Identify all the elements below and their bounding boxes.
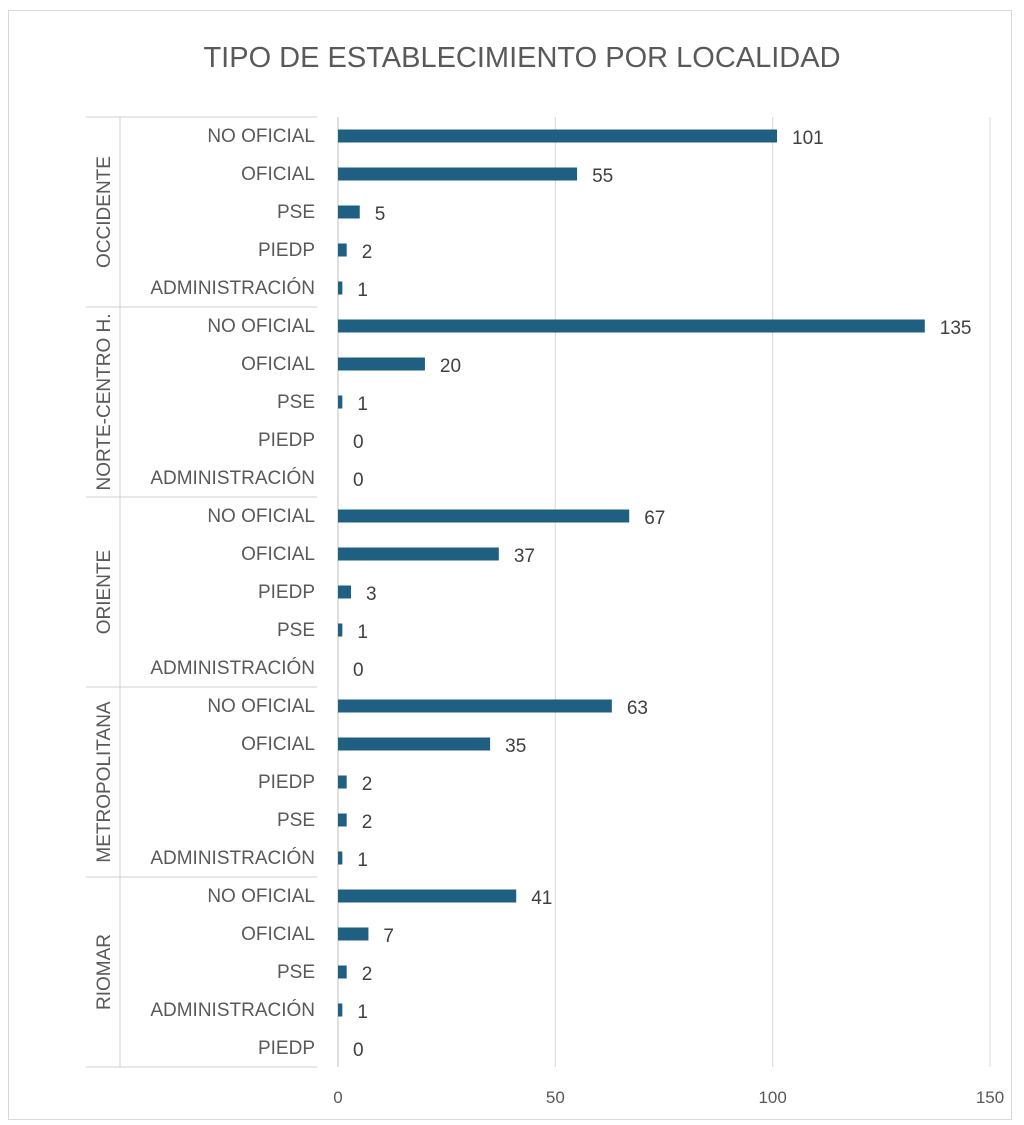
data-label: 3 [366, 584, 377, 605]
data-label: 1 [357, 280, 368, 301]
category-label: ADMINISTRACIÓN [150, 277, 315, 299]
category-label: NO OFICIAL [207, 316, 315, 337]
data-label: 1 [357, 850, 368, 871]
bar [338, 509, 630, 523]
data-label: 2 [362, 964, 373, 985]
x-tick-label: 100 [758, 1088, 786, 1107]
data-label: 63 [627, 698, 648, 719]
gridlines [337, 117, 991, 1067]
category-label: OFICIAL [241, 164, 315, 185]
group-label: ORIENTE [94, 550, 115, 634]
category-label: NO OFICIAL [207, 696, 315, 717]
category-label: OFICIAL [241, 354, 315, 375]
x-tick-label: 0 [333, 1088, 342, 1107]
data-label: 41 [531, 888, 552, 909]
x-tick-label: 150 [976, 1088, 1004, 1107]
category-label: PIEDP [258, 582, 315, 603]
bar [338, 129, 778, 143]
category-label: ADMINISTRACIÓN [150, 657, 315, 679]
bar [338, 965, 347, 979]
category-label: PIEDP [258, 430, 315, 451]
bar [338, 775, 347, 789]
category-label: PIEDP [258, 772, 315, 793]
x-axis-ticks: 0 50 100 150 [333, 1088, 1004, 1107]
group-label: OCCIDENTE [94, 156, 115, 268]
category-label: OFICIAL [241, 924, 315, 945]
data-label: 7 [383, 926, 394, 947]
chart-title: TIPO DE ESTABLECIMIENTO POR LOCALIDAD [203, 42, 840, 74]
data-label: 135 [940, 318, 972, 339]
chart-frame [8, 10, 1012, 1120]
data-label: 1 [357, 622, 368, 643]
data-label: 20 [440, 356, 461, 377]
data-label: 2 [362, 242, 373, 263]
data-label: 2 [362, 812, 373, 833]
bar [338, 243, 347, 257]
bar [338, 357, 425, 371]
bar [338, 623, 343, 637]
bar [338, 205, 360, 219]
bar [338, 547, 499, 561]
category-label: OFICIAL [241, 734, 315, 755]
data-label: 5 [375, 204, 386, 225]
data-label: 0 [353, 660, 364, 681]
bar [338, 167, 578, 181]
category-label: PSE [277, 810, 315, 831]
bar [338, 851, 343, 865]
data-label: 2 [362, 774, 373, 795]
bars [338, 129, 925, 1017]
bar [338, 395, 343, 409]
category-label: PSE [277, 962, 315, 983]
data-label: 1 [357, 1002, 368, 1023]
category-label: PSE [277, 620, 315, 641]
category-label: NO OFICIAL [207, 886, 315, 907]
category-label: ADMINISTRACIÓN [150, 999, 315, 1021]
data-label: 1 [357, 394, 368, 415]
group-label: NORTE-CENTRO H. [94, 314, 115, 491]
category-label: ADMINISTRACIÓN [150, 847, 315, 869]
category-label: PSE [277, 202, 315, 223]
data-label: 0 [353, 470, 364, 491]
category-label: ADMINISTRACIÓN [150, 467, 315, 489]
category-label: NO OFICIAL [207, 126, 315, 147]
category-label: PIEDP [258, 1038, 315, 1059]
group-label: METROPOLITANA [94, 701, 115, 862]
data-label: 35 [505, 736, 526, 757]
category-label: PIEDP [258, 240, 315, 261]
bar [338, 927, 369, 941]
category-label: OFICIAL [241, 544, 315, 565]
data-label: 0 [353, 1040, 364, 1061]
bar [338, 585, 352, 599]
data-label: 55 [592, 166, 613, 187]
bar [338, 1003, 343, 1017]
data-label: 0 [353, 432, 364, 453]
x-tick-label: 50 [546, 1088, 565, 1107]
bar [338, 281, 343, 295]
bar [338, 889, 517, 903]
category-label: PSE [277, 392, 315, 413]
category-axis: OCCIDENTE NO OFICIAL OFICIAL PSE PIEDP ADMINI… [86, 116, 317, 1068]
bar [338, 319, 925, 333]
data-label: 37 [514, 546, 535, 567]
category-label: NO OFICIAL [207, 506, 315, 527]
bar [338, 699, 612, 713]
bar [338, 813, 347, 827]
group-label: RIOMAR [94, 934, 115, 1010]
data-label: 101 [792, 128, 824, 149]
data-label: 67 [644, 508, 665, 529]
bar [338, 737, 491, 751]
